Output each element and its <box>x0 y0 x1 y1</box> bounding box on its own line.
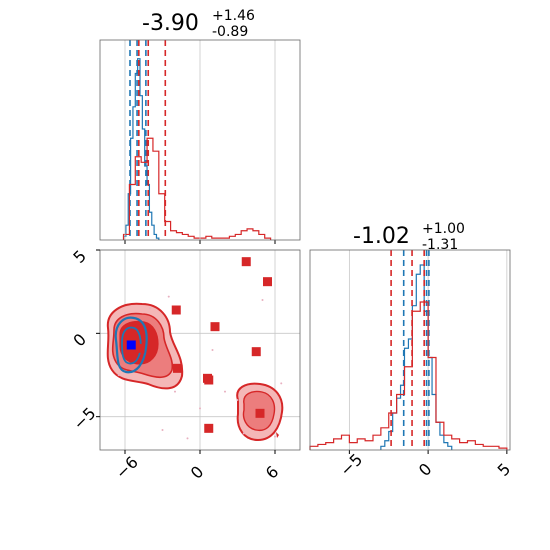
sample-dot <box>167 295 170 298</box>
title-y-minus: -1.31 <box>422 237 458 253</box>
blue-square-marker <box>126 340 136 350</box>
sample-dot <box>199 407 201 410</box>
marginal-y-hist-blue <box>380 264 453 450</box>
contour-speck <box>276 432 279 438</box>
sample-dot <box>211 349 214 351</box>
marginal-x-panel <box>122 40 276 244</box>
contours <box>106 302 284 442</box>
joint-ytick-label: −5 <box>69 404 99 434</box>
title-x-median: -3.90 <box>142 11 199 36</box>
title-marginal-x: -3.90 +1.46 -0.89 <box>142 8 255 40</box>
joint-xtick-label: −6 <box>112 453 142 483</box>
red-square-marker <box>255 408 265 418</box>
title-marginal-y: -1.02 +1.00 -1.31 <box>353 221 465 253</box>
contour-blue-outer <box>114 316 148 374</box>
red-square-marker <box>135 343 145 353</box>
sample-dot <box>274 435 276 438</box>
sample-dot <box>236 399 239 401</box>
red-square-marker <box>241 257 251 267</box>
sample-dot <box>280 382 283 385</box>
marginal-x-frame <box>99 39 301 241</box>
sample-dot <box>261 299 264 301</box>
sample-dot <box>224 390 226 393</box>
joint-ytick-label: 0 <box>69 330 90 351</box>
joint-panel <box>100 249 300 450</box>
marginal-y-xtick-label: −5 <box>336 450 366 480</box>
sample-dot <box>117 374 120 376</box>
red-square-marker <box>204 375 214 385</box>
sample-dot <box>124 312 126 315</box>
marginal-y-xtick-label: 5 <box>494 459 515 480</box>
marginal-x-hist-red <box>122 137 272 240</box>
marginal-y-hist-red <box>309 301 508 450</box>
marginal-y-xtick-label: 0 <box>415 459 436 480</box>
joint-marks <box>111 257 283 440</box>
red-square-marker <box>173 363 182 373</box>
title-x-minus: -0.89 <box>212 24 248 40</box>
sample-dot <box>149 307 151 310</box>
sample-dot <box>186 437 189 440</box>
joint-xtick-label: 6 <box>262 462 283 483</box>
red-square-marker <box>204 423 214 433</box>
marginal-y-panel: −5 0 5 <box>309 250 515 480</box>
sample-dot <box>161 429 164 431</box>
joint-xtick-label: 0 <box>187 462 208 483</box>
title-y-plus: +1.00 <box>422 221 465 237</box>
marginal-y-frame <box>309 249 511 451</box>
sample-dot <box>174 390 176 393</box>
sample-dot <box>242 432 245 435</box>
red-square-marker <box>210 322 220 332</box>
sample-dot <box>111 357 114 360</box>
title-y-median: -1.02 <box>353 224 410 249</box>
joint-clip <box>106 257 284 442</box>
marginal-x-hist-blue <box>122 58 160 240</box>
joint-ytick-label: 5 <box>69 246 90 267</box>
contour-inner <box>119 320 159 365</box>
red-square-marker <box>251 347 261 357</box>
title-x-plus: +1.46 <box>212 8 255 24</box>
red-square-marker <box>263 277 272 287</box>
red-square-marker <box>171 305 181 315</box>
